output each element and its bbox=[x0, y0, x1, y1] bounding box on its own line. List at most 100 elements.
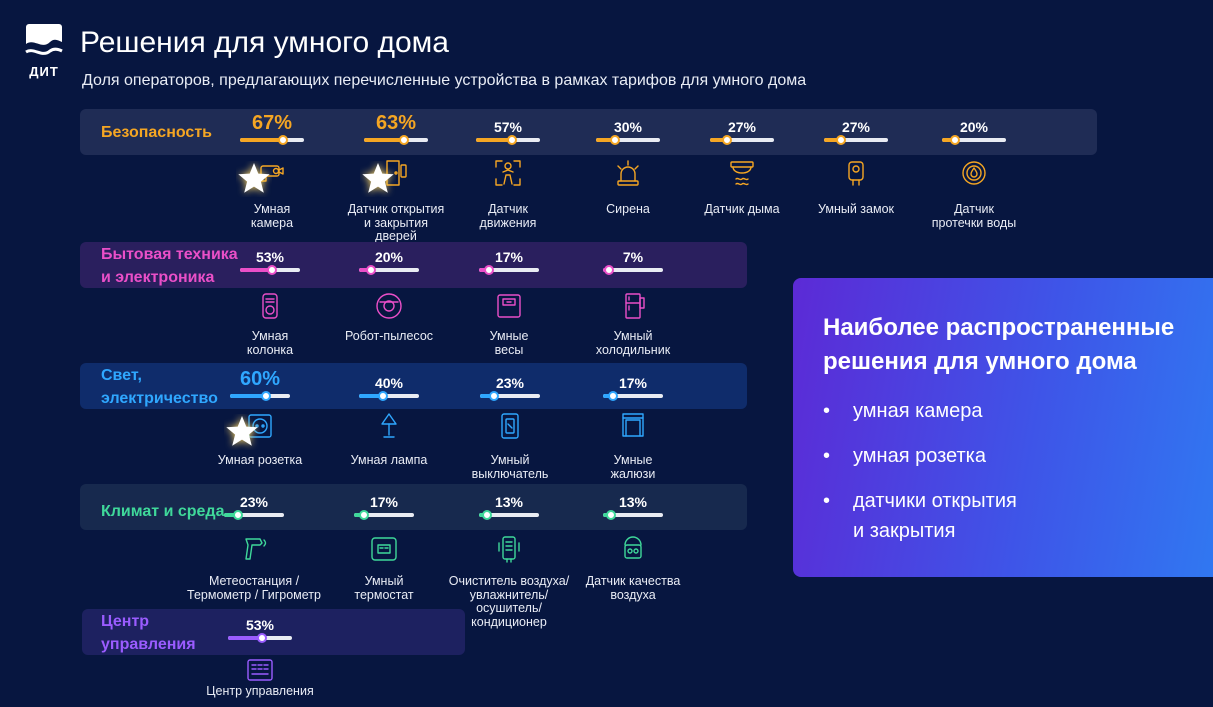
value-bar bbox=[824, 135, 888, 145]
siren-icon bbox=[612, 157, 644, 189]
value-bar bbox=[480, 391, 540, 401]
group-label: Свет, электричество bbox=[101, 367, 218, 407]
highlight-star-icon bbox=[226, 416, 258, 446]
water-leak-icon bbox=[958, 157, 990, 189]
value-bar-knob bbox=[507, 135, 518, 145]
value-label: 13% bbox=[494, 494, 524, 510]
thermostat-icon bbox=[368, 533, 400, 565]
value-bar-knob bbox=[256, 633, 267, 643]
value-bar bbox=[228, 633, 292, 643]
device-label: Умная колонка bbox=[246, 329, 294, 357]
lamp-icon bbox=[373, 410, 405, 442]
value-bar-fill bbox=[596, 138, 616, 142]
device-label: Метеостанция / Термометр / Гигрометр bbox=[187, 574, 321, 602]
group-label: Безопасность bbox=[101, 124, 212, 141]
device-label: Центр управления bbox=[206, 684, 314, 698]
highlight-star-icon bbox=[238, 163, 270, 193]
value-bar bbox=[479, 510, 539, 520]
group-band-climate bbox=[80, 484, 747, 530]
highlight-star-icon bbox=[362, 163, 394, 193]
device-label: Умный термостат bbox=[354, 574, 414, 602]
value-bar-fill bbox=[359, 268, 371, 272]
value-bar-knob bbox=[378, 391, 388, 401]
device-label: Умные весы bbox=[489, 329, 529, 357]
value-label: 30% bbox=[613, 119, 643, 135]
control-hub-icon bbox=[244, 654, 276, 686]
value-bar-knob bbox=[261, 391, 271, 401]
value-bar-knob bbox=[488, 391, 499, 401]
smart-lock-icon bbox=[840, 157, 872, 189]
value-bar bbox=[224, 510, 284, 520]
value-bar-fill bbox=[710, 138, 728, 142]
value-bar-fill bbox=[354, 513, 365, 517]
value-bar-knob bbox=[608, 391, 619, 401]
thermometer-icon bbox=[238, 533, 270, 565]
value-bar bbox=[710, 135, 774, 145]
value-bar bbox=[354, 510, 414, 520]
air-quality-icon bbox=[617, 533, 649, 565]
value-bar bbox=[942, 135, 1006, 145]
value-label: 20% bbox=[374, 249, 404, 265]
value-bar-knob bbox=[277, 135, 288, 145]
group-band-appliances bbox=[80, 242, 747, 288]
value-label: 53% bbox=[255, 249, 285, 265]
value-bar-fill bbox=[479, 268, 490, 272]
value-label: 17% bbox=[369, 494, 399, 510]
device-label: Датчик качества воздуха bbox=[585, 574, 681, 602]
value-bar bbox=[476, 135, 540, 145]
page-title: Решения для умного дома bbox=[80, 26, 449, 59]
device-label: Датчик дыма bbox=[704, 202, 780, 216]
value-bar-fill bbox=[224, 513, 238, 517]
value-bar-fill bbox=[942, 138, 955, 142]
device-label: Умные жалюзи bbox=[610, 453, 656, 481]
value-bar-fill bbox=[228, 636, 262, 640]
summary-list: умная камера умная розетка датчики откры… bbox=[823, 396, 1203, 561]
robot-vacuum-icon bbox=[373, 290, 405, 322]
summary-item: датчики открытия и закрытия bbox=[823, 486, 1203, 546]
value-label: 7% bbox=[622, 249, 644, 265]
value-bar-fill bbox=[230, 394, 266, 398]
value-label: 17% bbox=[494, 249, 524, 265]
summary-item: умная розетка bbox=[823, 441, 1203, 471]
value-label: 13% bbox=[618, 494, 648, 510]
speaker-icon bbox=[254, 290, 286, 322]
value-bar bbox=[240, 265, 300, 275]
value-bar bbox=[479, 265, 539, 275]
value-label: 17% bbox=[618, 375, 648, 391]
value-bar-knob bbox=[232, 510, 243, 520]
scales-icon bbox=[493, 290, 525, 322]
value-bar-fill bbox=[364, 138, 405, 142]
value-bar-fill bbox=[476, 138, 513, 142]
value-bar bbox=[603, 265, 663, 275]
device-label: Умная розетка bbox=[217, 453, 303, 467]
value-label: 40% bbox=[374, 375, 404, 391]
value-label: 23% bbox=[239, 494, 269, 510]
value-label: 53% bbox=[245, 617, 275, 633]
value-bar-fill bbox=[240, 268, 272, 272]
summary-panel: Наиболее распространенные решения для ум… bbox=[793, 278, 1213, 577]
device-label: Датчик открытия и закрытия дверей bbox=[347, 202, 445, 243]
device-label: Умный замок bbox=[817, 202, 894, 216]
group-band-control bbox=[82, 609, 465, 655]
value-bar bbox=[240, 135, 304, 145]
value-bar-knob bbox=[481, 510, 492, 520]
value-bar bbox=[359, 391, 419, 401]
summary-item: умная камера bbox=[823, 396, 1203, 426]
group-band-light bbox=[80, 363, 747, 409]
dit-logo: ДИТ bbox=[24, 22, 64, 79]
dit-logo-mark bbox=[25, 24, 63, 55]
device-label: Сирена bbox=[606, 202, 650, 216]
switch-icon bbox=[494, 410, 526, 442]
value-bar bbox=[596, 135, 660, 145]
value-label: 20% bbox=[959, 119, 989, 135]
value-bar bbox=[230, 391, 290, 401]
value-bar-knob bbox=[949, 135, 960, 145]
device-label: Датчик движения bbox=[479, 202, 537, 230]
value-label: 67% bbox=[251, 112, 293, 134]
dit-logo-text: ДИТ bbox=[29, 64, 59, 79]
device-label: Датчик протечки воды bbox=[931, 202, 1017, 230]
air-purifier-icon bbox=[493, 533, 525, 565]
group-label: Климат и среда bbox=[101, 503, 225, 520]
value-bar-knob bbox=[399, 135, 410, 145]
value-bar-knob bbox=[359, 510, 370, 520]
